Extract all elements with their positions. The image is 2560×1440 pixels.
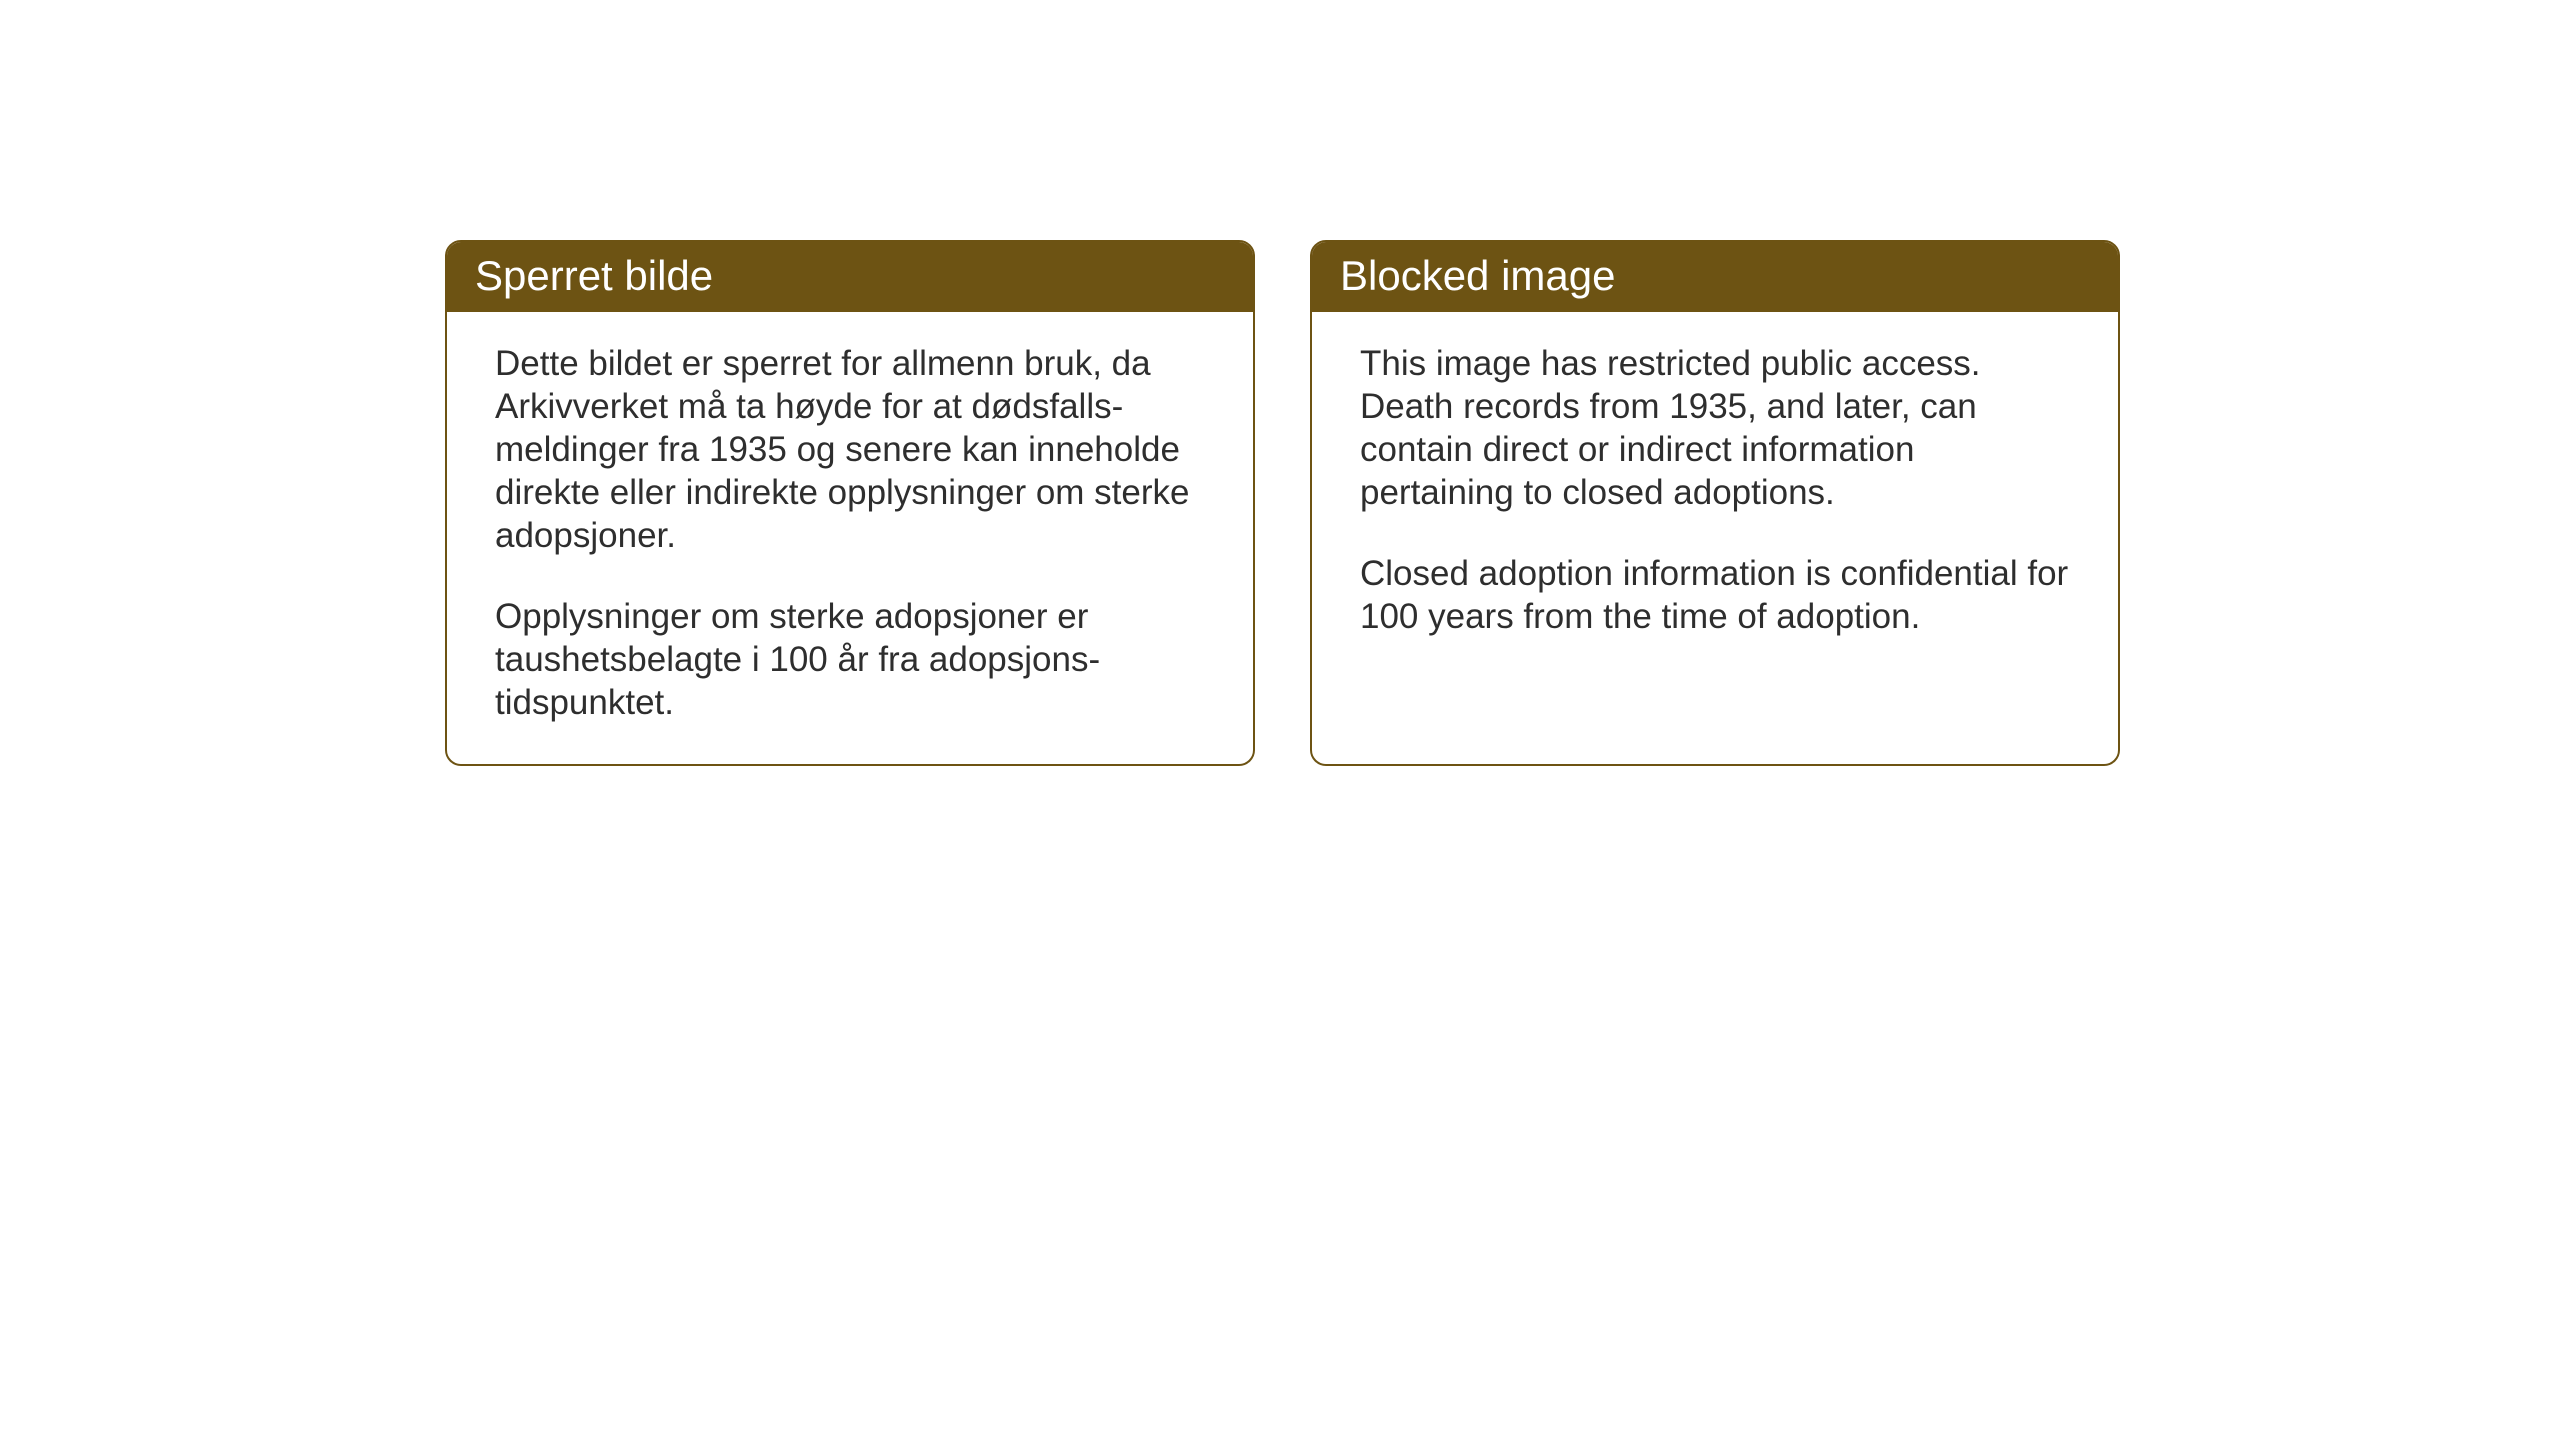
norwegian-paragraph-1: Dette bildet er sperret for allmenn bruk… bbox=[495, 342, 1205, 557]
english-card-body: This image has restricted public access.… bbox=[1312, 312, 2118, 678]
norwegian-paragraph-2: Opplysninger om sterke adopsjoner er tau… bbox=[495, 595, 1205, 724]
english-paragraph-2: Closed adoption information is confident… bbox=[1360, 552, 2070, 638]
english-card: Blocked image This image has restricted … bbox=[1310, 240, 2120, 766]
norwegian-card-body: Dette bildet er sperret for allmenn bruk… bbox=[447, 312, 1253, 764]
english-paragraph-1: This image has restricted public access.… bbox=[1360, 342, 2070, 514]
notice-container: Sperret bilde Dette bildet er sperret fo… bbox=[445, 240, 2120, 766]
english-card-title: Blocked image bbox=[1312, 242, 2118, 312]
norwegian-card: Sperret bilde Dette bildet er sperret fo… bbox=[445, 240, 1255, 766]
norwegian-card-title: Sperret bilde bbox=[447, 242, 1253, 312]
